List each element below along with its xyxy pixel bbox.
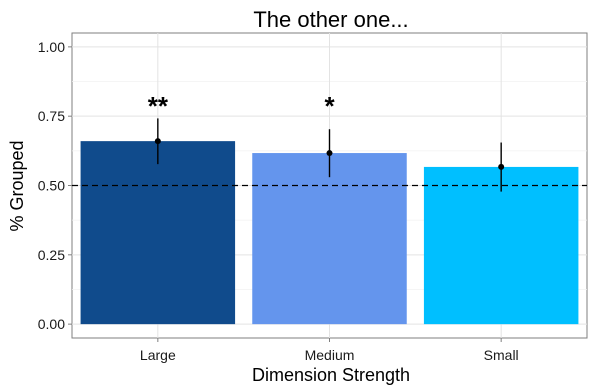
significance-marker: ** bbox=[148, 91, 169, 121]
bar bbox=[252, 153, 407, 325]
x-axis-ticks: Large Medium Small bbox=[140, 338, 519, 363]
y-axis-ticks: 0.00 0.25 0.50 0.75 1.00 bbox=[38, 39, 72, 332]
significance-marker: * bbox=[324, 91, 335, 121]
y-tick-label: 0.25 bbox=[38, 247, 65, 263]
chart-title: The other one... bbox=[253, 7, 408, 32]
mean-point bbox=[326, 150, 333, 157]
y-axis-title: % Grouped bbox=[7, 140, 27, 231]
mean-point bbox=[498, 163, 505, 170]
x-tick-label: Large bbox=[140, 347, 176, 363]
y-tick-label: 0.00 bbox=[38, 316, 65, 332]
bar bbox=[423, 166, 579, 325]
y-tick-label: 0.75 bbox=[38, 108, 65, 124]
bars bbox=[80, 141, 579, 325]
error-bars bbox=[154, 118, 505, 192]
x-tick-label: Small bbox=[484, 347, 519, 363]
x-axis-title: Dimension Strength bbox=[252, 365, 410, 385]
y-tick-label: 1.00 bbox=[38, 39, 65, 55]
bar bbox=[80, 141, 236, 325]
y-tick-label: 0.50 bbox=[38, 178, 65, 194]
mean-point bbox=[154, 138, 161, 145]
significance-annotations: ** * bbox=[148, 91, 336, 121]
x-tick-label: Medium bbox=[305, 347, 355, 363]
